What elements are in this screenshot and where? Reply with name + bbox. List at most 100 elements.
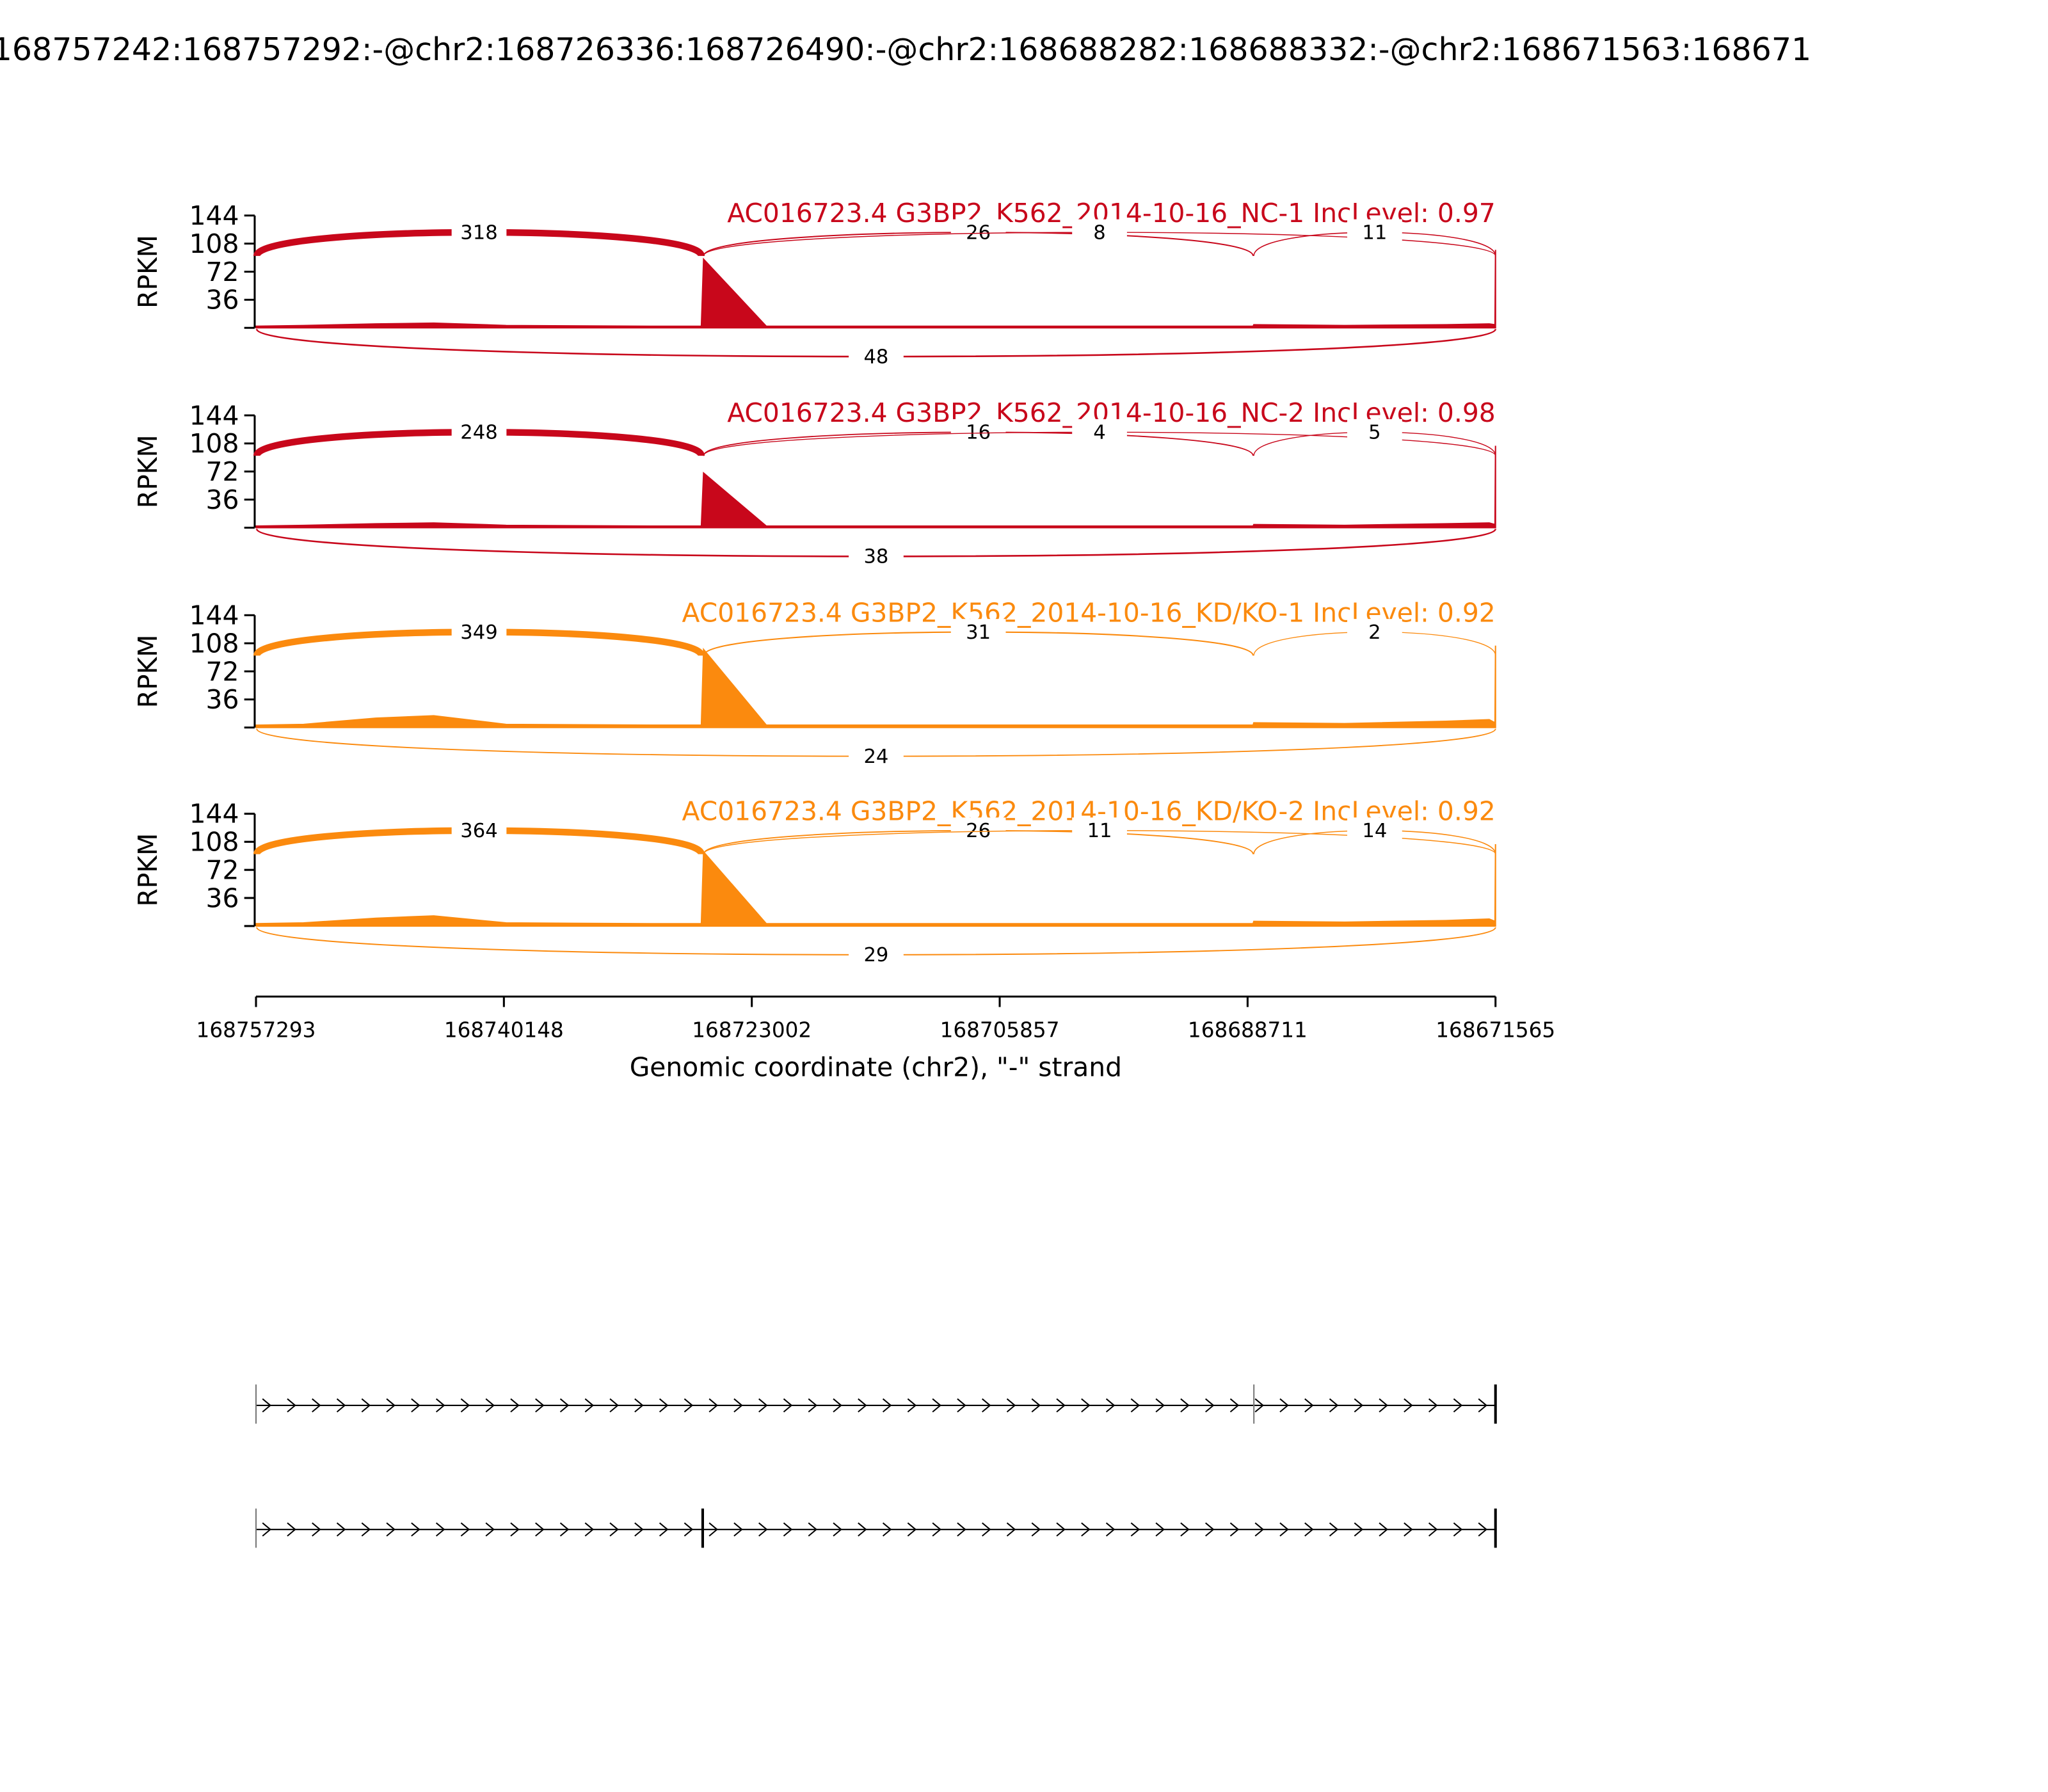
chevron [1279,1522,1289,1537]
chevron [460,1522,470,1537]
chevron [1404,1522,1413,1537]
chevron [1379,1398,1388,1412]
junction-label-bg [849,343,904,370]
chevron [1105,1522,1116,1537]
chevron [1279,1398,1289,1412]
chevron [659,1522,669,1537]
chevron [1453,1522,1463,1537]
chevron [957,1522,966,1537]
chevron [312,1398,321,1412]
y-axis-label: RPKM [132,833,163,907]
chevron [982,1522,991,1537]
junction-label-bg [1347,817,1402,844]
junction-label: 2 [1368,621,1380,644]
y-tick-label: 144 [189,600,239,631]
chevron [733,1398,743,1412]
junction-label: 8 [1093,221,1105,244]
y-tick-label: 144 [189,799,239,829]
chevron [386,1398,396,1412]
chevron [262,1398,272,1412]
chevron [708,1522,719,1537]
chevron [535,1522,545,1537]
x-tick-label: 168740148 [444,1018,564,1042]
junction-label: 5 [1368,422,1380,444]
y-tick-label: 72 [206,854,239,885]
junction-label: 14 [1362,820,1387,842]
junction-label-bg [451,619,507,645]
chevron [758,1398,768,1412]
chevron [1081,1398,1091,1412]
chevron [1354,1398,1364,1412]
y-axis-label: RPKM [132,635,163,708]
junction-label-bg [1347,619,1402,645]
chevron [1254,1398,1265,1412]
junction-label-bg [950,419,1006,445]
chevron [932,1398,941,1412]
y-tick-label: 36 [206,684,239,715]
chevron [634,1398,644,1412]
y-axis-label: RPKM [132,235,163,308]
chevron [783,1522,793,1537]
chevron [1180,1398,1190,1412]
coverage [255,250,1496,329]
chevron [1428,1398,1438,1412]
junction-label: 248 [460,422,497,444]
chevron [386,1522,396,1537]
chevron [1031,1522,1041,1537]
x-tick-label: 168688711 [1188,1018,1308,1042]
junction-label: 4 [1093,422,1105,444]
y-tick-label: 72 [206,257,239,287]
junction-label-bg [451,219,507,246]
chevron [684,1522,694,1537]
chevron [262,1522,272,1537]
chevron [411,1398,420,1412]
chevron [336,1522,346,1537]
chevron [808,1522,818,1537]
chevron [634,1522,644,1537]
chevron [733,1522,743,1537]
x-tick-label: 168671565 [1436,1018,1555,1042]
y-axis-label: RPKM [132,435,163,508]
junction-label-bg [1072,817,1127,844]
chevron [833,1522,842,1537]
chevron [485,1398,495,1412]
chevron [783,1398,793,1412]
chevron [1056,1398,1066,1412]
chevron [1478,1398,1488,1412]
y-tick-label: 36 [206,285,239,316]
y-tick-label: 72 [206,456,239,487]
chevron [833,1398,842,1412]
chevron [1304,1398,1314,1412]
junction-label: 38 [863,546,888,568]
chevron [1379,1522,1388,1537]
chevron [1081,1522,1091,1537]
chevron [1056,1522,1066,1537]
y-tick-label: 108 [189,628,239,659]
chevron [510,1522,520,1537]
junction-label: 364 [460,820,497,842]
chevron [1254,1522,1265,1537]
chevron [1006,1522,1016,1537]
chevron [411,1522,420,1537]
chevron [858,1522,867,1537]
y-tick-label: 108 [189,827,239,858]
junction-label-bg [950,817,1006,844]
chevron [957,1398,966,1412]
chevron [1329,1398,1339,1412]
junction-label: 11 [1362,221,1387,244]
junction-label: 24 [863,746,888,768]
chevron [1229,1522,1240,1537]
junction-label-bg [1072,219,1127,246]
chevron [758,1522,768,1537]
chevron [1354,1522,1364,1537]
junction-label: 349 [460,621,497,644]
junction-label-bg [849,743,904,770]
coverage [255,445,1496,529]
chevron [336,1398,346,1412]
chevron [1304,1522,1314,1537]
x-tick-label: 168723002 [692,1018,812,1042]
chevron [584,1398,595,1412]
chevron [584,1522,595,1537]
chevron [907,1398,917,1412]
